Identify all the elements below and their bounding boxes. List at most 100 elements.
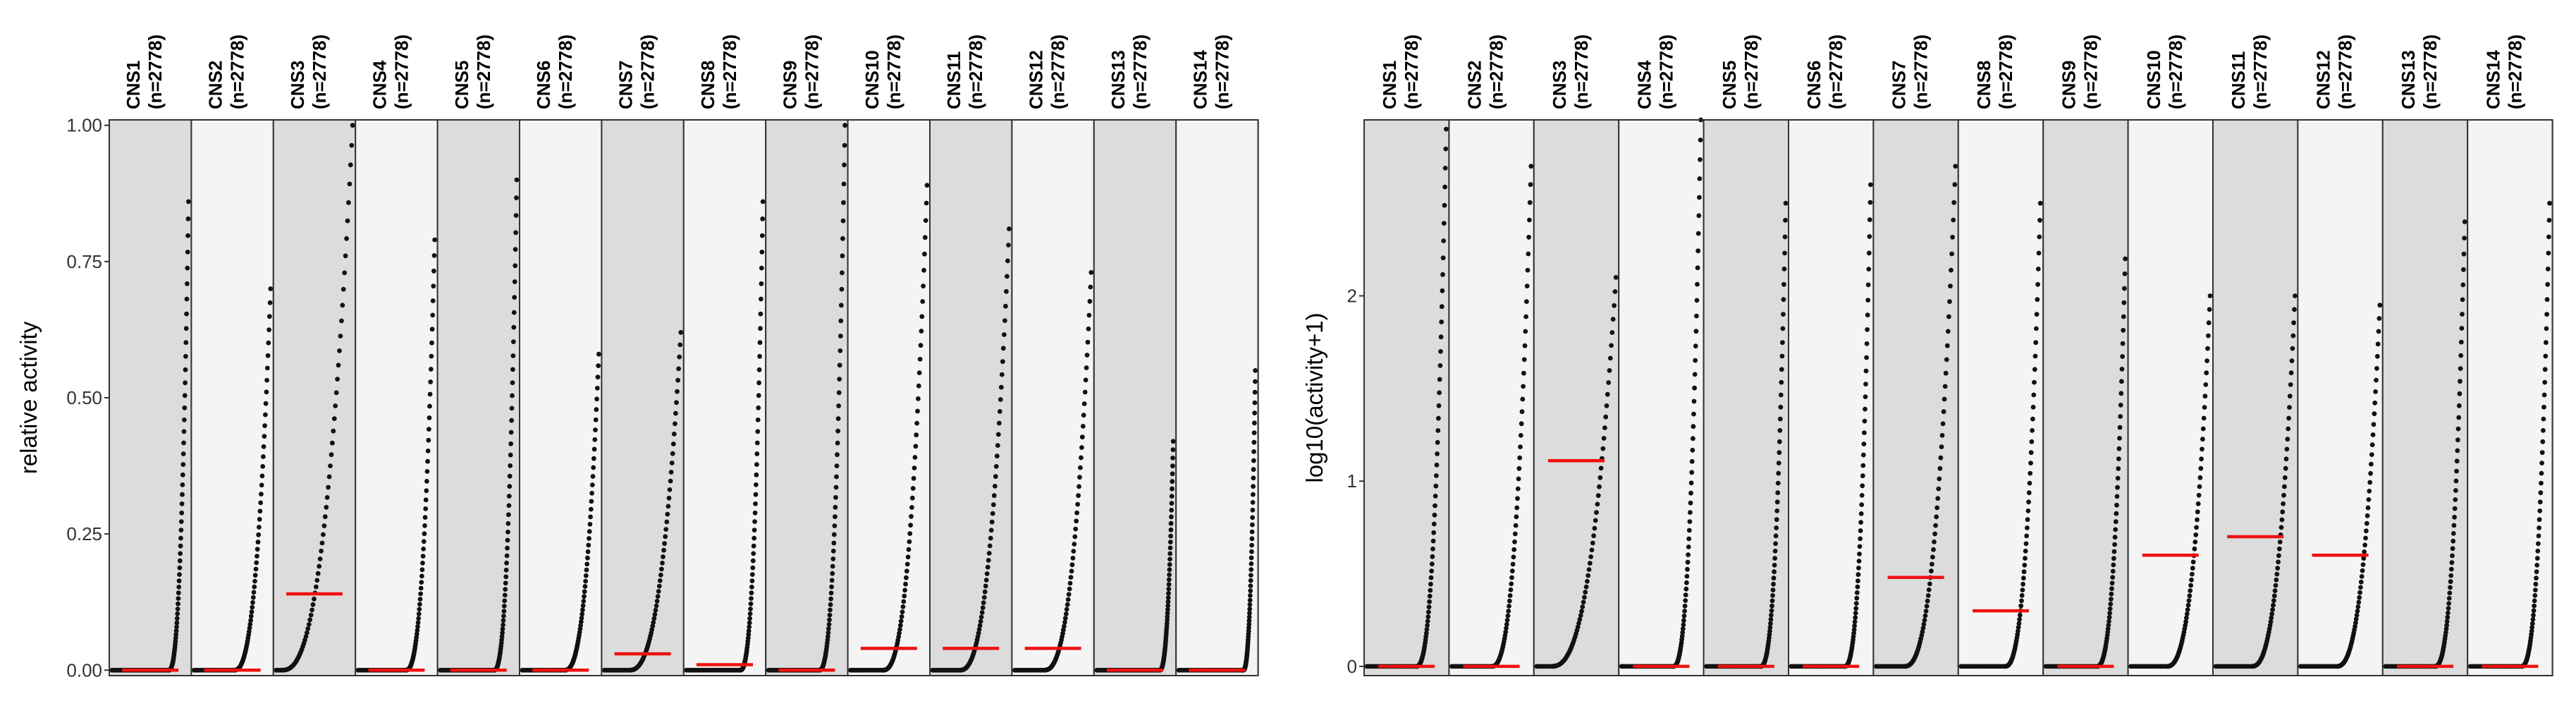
data-point-86 bbox=[2035, 267, 2041, 272]
data-point-47 bbox=[900, 604, 906, 609]
data-point-53 bbox=[2106, 618, 2111, 624]
data-point-83 bbox=[2290, 333, 2296, 339]
data-point-61 bbox=[2276, 546, 2282, 551]
data-point-64 bbox=[420, 554, 426, 559]
data-point-57 bbox=[501, 604, 507, 609]
data-point-66 bbox=[2111, 549, 2117, 554]
facet-panel-cns13: CNS13 (n=2778) bbox=[2381, 35, 2469, 676]
data-point-52 bbox=[2106, 623, 2111, 628]
data-point-49 bbox=[247, 621, 253, 627]
data-point-64 bbox=[2535, 549, 2541, 554]
data-point-46 bbox=[2267, 623, 2273, 628]
facet-count: (n=2778) bbox=[145, 35, 166, 109]
data-point-73 bbox=[2453, 478, 2459, 484]
data-point-53 bbox=[1592, 525, 1597, 531]
data-point-50 bbox=[1066, 592, 1072, 597]
data-point-49 bbox=[1425, 623, 1430, 628]
data-point-64 bbox=[1431, 530, 1437, 535]
panel-background bbox=[2381, 119, 2469, 676]
y-tick-label: 0.25 bbox=[66, 523, 102, 544]
panel-background bbox=[1011, 119, 1095, 676]
data-point-73 bbox=[2539, 470, 2544, 476]
data-point-89 bbox=[2545, 267, 2551, 272]
data-point-66 bbox=[344, 236, 349, 241]
facet-panel-cns11: CNS11 (n=2778) bbox=[2212, 35, 2299, 676]
data-point-61 bbox=[749, 585, 754, 590]
data-point-62 bbox=[2277, 540, 2283, 544]
data-point-87 bbox=[183, 340, 189, 346]
data-point-41 bbox=[1922, 618, 1927, 623]
data-point-68 bbox=[257, 508, 263, 514]
data-point-89 bbox=[1865, 282, 1871, 288]
data-point-68 bbox=[668, 470, 674, 475]
data-point-63 bbox=[1601, 436, 1607, 441]
data-point-65 bbox=[343, 253, 348, 259]
data-point-47 bbox=[2183, 619, 2189, 625]
data-point-77 bbox=[2372, 411, 2377, 417]
data-point-95 bbox=[760, 199, 766, 205]
data-point-74 bbox=[1860, 473, 1865, 479]
data-point-83 bbox=[2458, 366, 2463, 371]
data-point-90 bbox=[1442, 184, 1447, 190]
data-point-78 bbox=[920, 299, 926, 304]
data-point-66 bbox=[1772, 549, 1778, 554]
data-point-71 bbox=[1248, 593, 1253, 598]
data-point-66 bbox=[1857, 544, 1863, 549]
data-point-74 bbox=[1775, 480, 1781, 486]
data-point-52 bbox=[578, 623, 583, 628]
data-point-68 bbox=[1606, 380, 1612, 385]
data-point-73 bbox=[753, 492, 759, 497]
data-point-71 bbox=[834, 463, 840, 468]
facet-label: CNS13 bbox=[2398, 50, 2419, 109]
data-point-73 bbox=[588, 506, 594, 512]
data-point-59 bbox=[1429, 568, 1435, 574]
data-point-67 bbox=[2537, 525, 2542, 530]
data-point-66 bbox=[2365, 513, 2370, 518]
data-point-65 bbox=[1939, 433, 1945, 438]
data-point-57 bbox=[417, 597, 423, 602]
panel-background bbox=[2127, 119, 2214, 676]
data-point-50 bbox=[655, 594, 661, 599]
data-point-94 bbox=[1867, 200, 1873, 205]
data-point-64 bbox=[750, 565, 756, 571]
facet-label: CNS13 bbox=[1108, 50, 1129, 109]
data-point-69 bbox=[997, 409, 1002, 414]
data-point-48 bbox=[982, 589, 988, 595]
facet-label: CNS10 bbox=[861, 50, 883, 109]
data-point-86 bbox=[1780, 340, 1785, 346]
data-point-60 bbox=[749, 590, 754, 596]
data-point-36 bbox=[1576, 621, 1581, 626]
data-point-46 bbox=[2353, 623, 2357, 629]
data-point-85 bbox=[1864, 341, 1870, 346]
data-point-49 bbox=[983, 583, 988, 589]
data-point-93 bbox=[2123, 256, 2128, 262]
data-point-72 bbox=[2028, 450, 2034, 456]
data-point-82 bbox=[1952, 182, 1958, 188]
data-point-89 bbox=[1781, 297, 1786, 303]
data-point-59 bbox=[1854, 590, 1860, 595]
data-point-69 bbox=[2113, 527, 2118, 532]
data-point-67 bbox=[1516, 465, 1522, 471]
data-point-85 bbox=[1167, 540, 1173, 544]
data-point-91 bbox=[1697, 176, 1703, 181]
data-point-88 bbox=[1865, 298, 1871, 303]
data-point-43 bbox=[1923, 609, 1929, 614]
data-point-66 bbox=[2451, 538, 2456, 544]
data-point-87 bbox=[430, 312, 436, 318]
facet-count: (n=2778) bbox=[2165, 35, 2186, 109]
data-point-77 bbox=[2116, 456, 2121, 461]
data-point-57 bbox=[1853, 601, 1859, 606]
data-point-83 bbox=[838, 303, 844, 308]
data-point-46 bbox=[2016, 628, 2020, 634]
data-point-52 bbox=[330, 440, 335, 446]
data-point-68 bbox=[2112, 535, 2118, 540]
data-point-46 bbox=[652, 611, 658, 617]
data-point-60 bbox=[1598, 465, 1604, 471]
data-point-43 bbox=[897, 623, 903, 628]
data-point-84 bbox=[2119, 379, 2124, 384]
data-point-60 bbox=[582, 589, 587, 595]
data-point-80 bbox=[2374, 377, 2379, 383]
data-point-67 bbox=[2195, 501, 2201, 506]
data-point-69 bbox=[2027, 480, 2032, 486]
data-point-57 bbox=[748, 606, 753, 611]
